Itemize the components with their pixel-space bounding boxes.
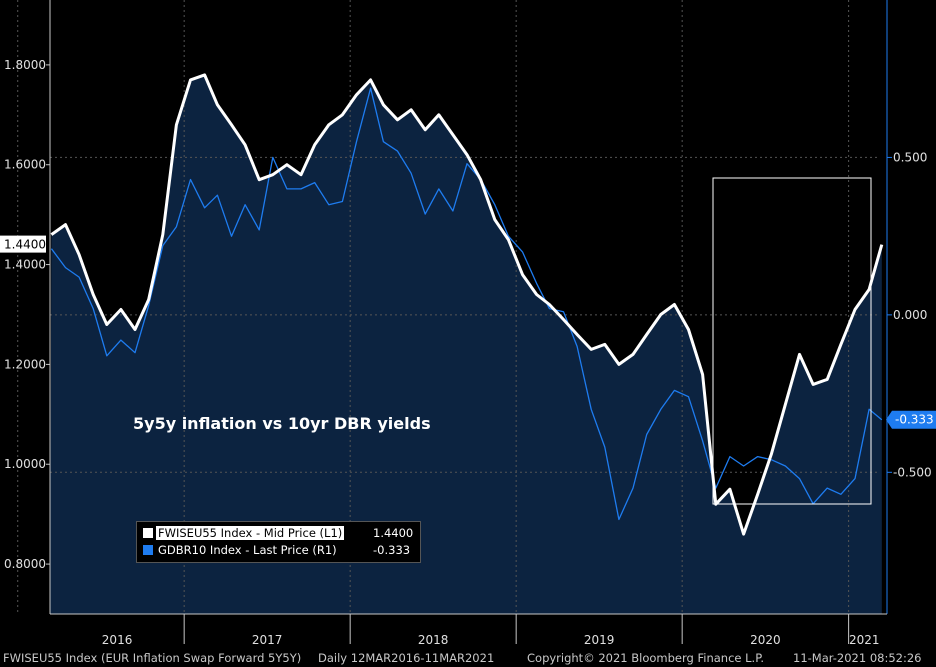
- footer-copyright: Copyright© 2021 Bloomberg Finance L.P.: [527, 651, 764, 665]
- line-chart: 0.8000 1.0000 1.2000 1.4000 1.6000 1.8000 -0.5…: [0, 0, 936, 647]
- footer: FWISEU55 Index (EUR Inflation Swap Forwa…: [0, 648, 936, 667]
- highlight-box: [712, 177, 872, 505]
- left-tick-label: 1.0000: [4, 457, 46, 471]
- footer-period: Daily 12MAR2016-11MAR2021: [318, 651, 495, 665]
- legend-item-gdbr10: GDBR10 Index - Last Price (R1) -0.333: [143, 543, 410, 559]
- footer-timestamp: 11-Mar-2021 08:52:26: [793, 651, 922, 665]
- legend-item-fwiseu55: FWISEU55 Index - Mid Price (L1) 1.4400: [143, 526, 413, 542]
- x-tick-label: 2019: [584, 633, 615, 647]
- legend-label: FWISEU55 Index - Mid Price (L1): [156, 526, 345, 540]
- area-fill: [50, 74, 882, 614]
- left-tick-label: 0.8000: [4, 557, 46, 571]
- series-line-fwiseu55: [50, 73, 884, 536]
- chart-grid: [17, 0, 880, 614]
- right-tick-label: -0.500: [893, 465, 932, 479]
- legend-swatch-blue: [143, 545, 153, 555]
- x-tick-label: 2017: [252, 633, 283, 647]
- legend: FWISEU55 Index - Mid Price (L1) 1.4400 G…: [136, 521, 421, 563]
- series-line-gdbr10: [50, 87, 883, 521]
- x-tick-label: 2020: [750, 633, 781, 647]
- last-value-label-left: 1.4400: [4, 238, 46, 252]
- last-value-box-left: [0, 235, 46, 253]
- x-tick-label: 2021: [849, 633, 880, 647]
- left-tick-label: 1.4000: [4, 258, 46, 272]
- last-value-box-right: [886, 410, 936, 429]
- legend-value: -0.333: [373, 543, 411, 557]
- right-tick-label: 0.000: [893, 308, 927, 322]
- legend-swatch-white: [143, 528, 153, 538]
- left-tick-label: 1.6000: [4, 158, 46, 172]
- last-value-label-right: -0.333: [895, 413, 934, 427]
- x-tick-label: 2016: [102, 633, 133, 647]
- right-tick-label: 0.500: [893, 150, 927, 164]
- legend-label: GDBR10 Index - Last Price (R1): [158, 543, 337, 557]
- x-tick-label: 2018: [418, 633, 449, 647]
- left-tick-label: 1.2000: [4, 357, 46, 371]
- footer-ticker: FWISEU55 Index (EUR Inflation Swap Forwa…: [3, 651, 302, 665]
- left-tick-label: 1.8000: [4, 58, 46, 72]
- chart-annotation: 5y5y inflation vs 10yr DBR yields: [133, 414, 431, 433]
- legend-value: 1.4400: [373, 526, 414, 540]
